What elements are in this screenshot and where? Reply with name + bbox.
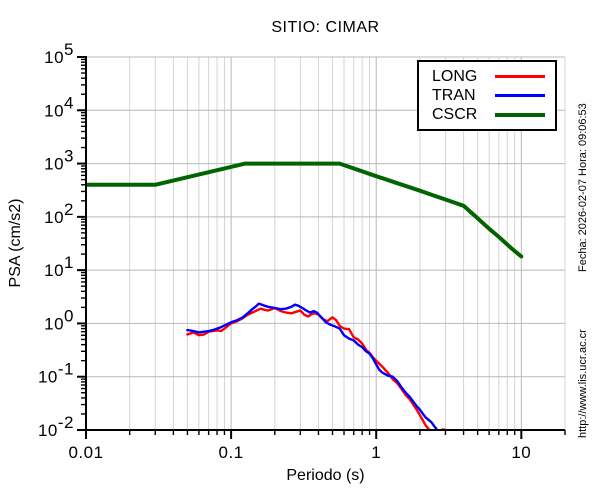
y-tick-label: 101	[44, 253, 74, 280]
chart-title: SITIO: CIMAR	[271, 19, 380, 36]
timestamp-text: Fecha: 2026-02-07 Hora: 09:06:53	[577, 103, 589, 272]
legend-line-long-swatch	[495, 75, 545, 78]
y-tick-label: 103	[44, 147, 74, 174]
y-tick-label: 10-1	[38, 360, 74, 387]
x-tick-label: 0.01	[68, 443, 103, 462]
legend-label-tran: TRAN	[432, 86, 476, 104]
series-tran-line	[186, 302, 440, 431]
x-tick-label: 1	[371, 443, 381, 462]
tick-marks	[77, 56, 566, 439]
series-long-line	[186, 306, 448, 431]
y-tick-label: 10-2	[38, 413, 74, 440]
legend-line-tran-swatch	[495, 94, 545, 97]
x-tick-label: 0.1	[219, 443, 244, 462]
legend: LONG TRAN CSCR	[417, 60, 557, 131]
legend-label-long: LONG	[432, 67, 478, 85]
y-tick-label: 104	[44, 93, 74, 120]
legend-line-cscr-swatch	[495, 112, 545, 117]
y-axis-title: PSA (cm/s2)	[7, 198, 24, 288]
legend-item-cscr: CSCR	[432, 105, 545, 124]
y-tick-label: 100	[44, 306, 74, 333]
legend-label-cscr: CSCR	[432, 105, 478, 123]
x-tick-label: 10	[511, 443, 531, 462]
website-text: http://www.lis.ucr.ac.cr	[577, 329, 589, 438]
series-cscr-line	[86, 161, 524, 259]
y-tick-label: 105	[44, 40, 74, 67]
legend-item-long: LONG	[432, 67, 545, 86]
y-tick-label: 102	[44, 200, 74, 227]
x-axis-title: Periodo (s)	[286, 467, 365, 484]
legend-item-tran: TRAN	[432, 86, 545, 105]
